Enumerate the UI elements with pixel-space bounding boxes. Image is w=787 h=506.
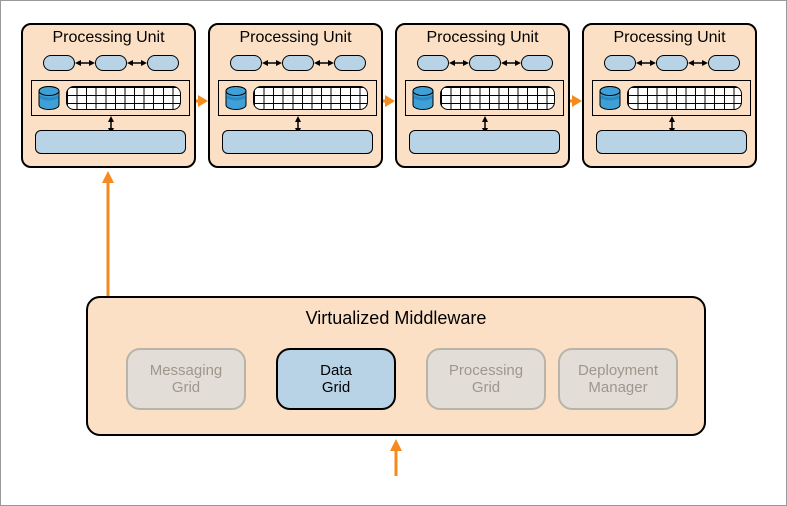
double-arrow-icon [501,57,521,69]
double-arrow-icon [262,57,282,69]
pu-data-frame [31,80,190,116]
double-arrow-icon [636,57,656,69]
in-memory-grid [253,86,368,110]
middleware-component: Processing Grid [426,348,546,410]
pu-runtime-bar [35,130,186,154]
processing-unit: Processing Unit [208,23,383,168]
flow-arrow-icon [570,93,582,109]
diagram-canvas: Processing Unit Processing Unit Processing… [0,0,787,506]
processing-unit: Processing Unit [395,23,570,168]
pu-module [521,55,553,71]
in-memory-grid [440,86,555,110]
pu-module [656,55,688,71]
double-arrow-icon [314,57,334,69]
pu-module [604,55,636,71]
pu-runtime-bar [596,130,747,154]
middleware-title: Virtualized Middleware [88,308,704,329]
middleware-component: Deployment Manager [558,348,678,410]
processing-unit-title: Processing Unit [210,29,381,47]
processing-unit-title: Processing Unit [584,29,755,47]
double-arrow-icon [688,57,708,69]
pu-module [147,55,179,71]
double-arrow-icon [75,57,95,69]
double-arrow-icon [449,57,469,69]
processing-unit-title: Processing Unit [397,29,568,47]
in-memory-grid [627,86,742,110]
pu-runtime-bar [222,130,373,154]
pu-module [43,55,75,71]
pu-data-frame [405,80,564,116]
database-icon [599,86,621,110]
pu-module [417,55,449,71]
database-icon [225,86,247,110]
flow-arrow-icon [100,171,116,296]
middleware-component: Data Grid [276,348,396,410]
flow-arrow-icon [196,93,208,109]
pu-module [469,55,501,71]
processing-unit: Processing Unit [582,23,757,168]
flow-arrow-icon [388,439,404,476]
database-icon [412,86,434,110]
in-memory-grid [66,86,181,110]
virtualized-middleware: Virtualized Middleware Messaging Grid Data… [86,296,706,436]
pu-data-frame [592,80,751,116]
middleware-component: Messaging Grid [126,348,246,410]
pu-module [334,55,366,71]
pu-module [282,55,314,71]
pu-data-frame [218,80,377,116]
pu-module [95,55,127,71]
pu-runtime-bar [409,130,560,154]
flow-arrow-icon [383,93,395,109]
database-icon [38,86,60,110]
pu-module [230,55,262,71]
pu-module [708,55,740,71]
double-arrow-icon [127,57,147,69]
processing-unit: Processing Unit [21,23,196,168]
processing-unit-title: Processing Unit [23,29,194,47]
